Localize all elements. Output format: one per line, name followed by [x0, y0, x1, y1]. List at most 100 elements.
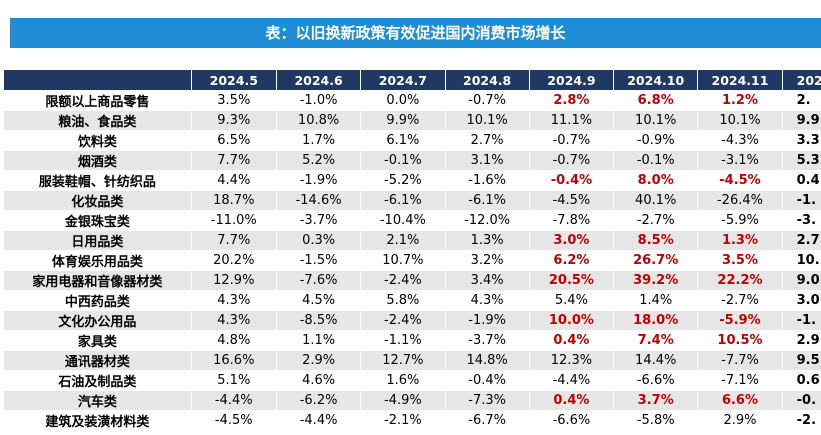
cell: -6.1% — [444, 190, 530, 211]
cell: -1.9% — [275, 170, 362, 191]
cell: -1. — [781, 190, 821, 211]
cell: 0.4% — [528, 390, 615, 411]
table-row: 限额以上商品零售 3.5% -1.0% 0.0% -0.7% 2.8% 6.8% 1.2% 2. — [3, 90, 821, 111]
table-row: 体育娱乐用品类 20.2% -1.5% 10.7% 3.2% 6.2% 26.7% 3.5% 1… — [3, 250, 821, 271]
cell: 3.3 — [781, 130, 821, 151]
cell: 4.8% — [190, 330, 277, 351]
cell: 7.7% — [190, 230, 277, 251]
cell: 9.0 — [781, 270, 821, 291]
cell: 0.4 — [781, 170, 821, 191]
cell: 0.0% — [360, 90, 446, 111]
cell: -4.4% — [528, 370, 615, 391]
cell: 1.7% — [275, 130, 362, 151]
table-row: 化妆品类 18.7% -14.6% -6.1% -6.1% -4.5% 40.1% -26.4… — [3, 190, 821, 211]
cell: -4.4% — [275, 410, 362, 431]
column-header: 2024.11 — [697, 70, 783, 91]
cell: -6.1% — [360, 190, 446, 211]
cell: 18.0% — [613, 310, 699, 331]
row-label: 饮料类 — [3, 130, 192, 151]
cell: -11.0% — [190, 210, 277, 231]
cell: -6.6% — [613, 370, 699, 391]
cell: 6.6% — [697, 390, 783, 411]
cell: 10.1% — [697, 110, 783, 131]
cell: -2.7% — [697, 290, 783, 311]
row-label: 中西药品类 — [3, 290, 192, 311]
table-row: 金银珠宝类 -11.0% -3.7% -10.4% -12.0% -7.8% -2.7% -5… — [3, 210, 821, 231]
row-label: 汽车类 — [3, 390, 192, 411]
cell: -1.1% — [360, 330, 446, 351]
column-header: 2024.8 — [445, 70, 530, 91]
cell: 2.9% — [697, 410, 783, 431]
cell: 14.4% — [613, 350, 699, 371]
cell: 4.5% — [275, 290, 362, 311]
cell: 6.8% — [613, 90, 699, 111]
cell: 4.3% — [190, 290, 277, 311]
table-row: 建筑及装潢材料类 -4.5% -4.4% -2.1% -6.7% -6.6% -5.8% 2.… — [3, 410, 821, 431]
column-header: 2024.10 — [613, 70, 699, 91]
cell: 5.2% — [275, 150, 362, 171]
cell: 40.1% — [613, 190, 699, 211]
cell: 20.5% — [528, 270, 615, 291]
cell: 6.5% — [190, 130, 277, 151]
cell: 3.2% — [444, 250, 530, 271]
cell: 39.2% — [613, 270, 699, 291]
cell: 9.5 — [781, 350, 821, 371]
corner-cell — [3, 70, 192, 91]
cell: 2.7% — [444, 130, 530, 151]
cell: -3. — [781, 210, 821, 231]
cell: 9.9% — [360, 110, 446, 131]
cell: -3.1% — [697, 150, 783, 171]
row-label: 限额以上商品零售 — [3, 90, 192, 111]
cell: 2.7 — [781, 230, 821, 251]
cell: -0.7% — [444, 90, 530, 111]
table-row: 家具类 4.8% 1.1% -1.1% -3.7% 0.4% 7.4% 10.5% 2.9 — [3, 330, 821, 351]
cell: 9.3% — [190, 110, 277, 131]
cell: 22.2% — [697, 270, 783, 291]
cell: 6.2% — [528, 250, 615, 271]
cell: 3.7% — [613, 390, 699, 411]
cell: 3.5% — [190, 90, 277, 111]
table-row: 服装鞋帽、针纺织品 4.4% -1.9% -5.2% -1.6% -0.4% 8.0% -4.… — [3, 170, 821, 191]
table-row: 粮油、食品类 9.3% 10.8% 9.9% 10.1% 11.1% 10.1% 10.1% 9… — [3, 110, 821, 131]
cell: -0.9% — [613, 130, 699, 151]
cell: -0.7% — [528, 130, 615, 151]
cell: 10. — [781, 250, 821, 271]
cell: 12.3% — [528, 350, 615, 371]
row-label: 文化办公用品 — [3, 310, 192, 331]
cell: -0.1% — [360, 150, 446, 171]
cell: -5.9% — [697, 210, 783, 231]
table-row: 日用品类 7.7% 0.3% 2.1% 1.3% 3.0% 8.5% 1.3% 2.7 — [3, 230, 821, 251]
cell: 3.1% — [444, 150, 530, 171]
cell: -2.4% — [360, 270, 446, 291]
cell: 10.1% — [613, 110, 699, 131]
cell: -7.1% — [697, 370, 783, 391]
cell: -2.4% — [360, 310, 446, 331]
cell: -2.7% — [613, 210, 699, 231]
cell: -14.6% — [275, 190, 362, 211]
cell: -10.4% — [360, 210, 446, 231]
table-row: 石油及制品类 5.1% 4.6% 1.6% -0.4% -4.4% -6.6% -7.1% 0.… — [3, 370, 821, 391]
cell: -5.8% — [613, 410, 699, 431]
cell: 12.7% — [360, 350, 446, 371]
cell: -26.4% — [697, 190, 783, 211]
cell: -1.6% — [444, 170, 530, 191]
cell: -0.7% — [528, 150, 615, 171]
row-label: 粮油、食品类 — [3, 110, 192, 131]
cell: 2.8% — [528, 90, 615, 111]
table-row: 中西药品类 4.3% 4.5% 5.8% 4.3% 5.4% 1.4% -2.7% 3.0 — [3, 290, 821, 311]
cell: -5.2% — [360, 170, 446, 191]
cell: 4.3% — [190, 310, 277, 331]
table-row: 饮料类 6.5% 1.7% 6.1% 2.7% -0.7% -0.9% -4.3% 3.3 — [3, 130, 821, 151]
cell: 26.7% — [613, 250, 699, 271]
cell: 2.9% — [275, 350, 362, 371]
column-header: 2024.9 — [529, 70, 615, 91]
cell: 8.0% — [613, 170, 699, 191]
cell: -7.8% — [528, 210, 615, 231]
column-header: 2024.7 — [360, 70, 446, 91]
cell: -6.6% — [528, 410, 615, 431]
row-label: 烟酒类 — [3, 150, 192, 171]
cell: -4.5% — [190, 410, 277, 431]
cell: -1. — [781, 310, 821, 331]
row-label: 家具类 — [3, 330, 192, 351]
